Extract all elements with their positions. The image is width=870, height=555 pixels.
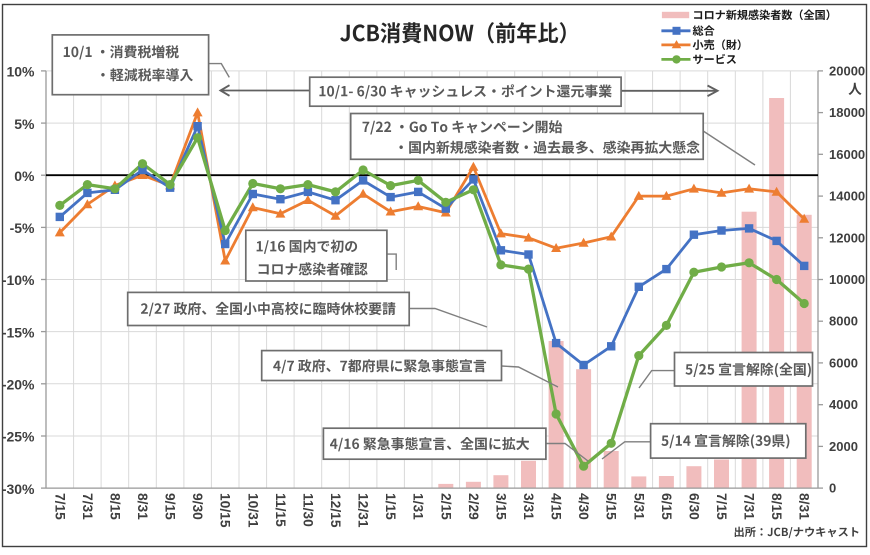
- svg-text:16000: 16000: [829, 147, 865, 162]
- svg-text:4000: 4000: [829, 397, 858, 412]
- svg-text:11/15: 11/15: [273, 493, 288, 527]
- svg-text:18000: 18000: [829, 105, 865, 120]
- svg-text:-5%: -5%: [10, 220, 35, 236]
- svg-text:7/31: 7/31: [742, 493, 757, 520]
- svg-text:8000: 8000: [829, 314, 858, 329]
- svg-text:5%: 5%: [14, 116, 35, 132]
- svg-text:7/31: 7/31: [80, 493, 95, 520]
- svg-text:9/15: 9/15: [163, 493, 178, 520]
- svg-text:6000: 6000: [829, 355, 858, 370]
- svg-text:8/15: 8/15: [107, 493, 122, 520]
- svg-text:8/31: 8/31: [135, 493, 150, 520]
- svg-text:2/29: 2/29: [466, 493, 481, 520]
- svg-text:10000: 10000: [829, 272, 865, 287]
- svg-text:1/15: 1/15: [383, 493, 398, 520]
- svg-text:-15%: -15%: [2, 324, 35, 340]
- svg-text:8/15: 8/15: [769, 493, 784, 520]
- svg-text:10%: 10%: [6, 64, 35, 80]
- svg-text:3/15: 3/15: [493, 493, 508, 520]
- svg-text:7/15: 7/15: [714, 493, 729, 520]
- svg-text:14000: 14000: [829, 189, 865, 204]
- svg-text:2000: 2000: [829, 439, 858, 454]
- svg-text:0: 0: [829, 481, 836, 496]
- svg-text:6/15: 6/15: [659, 493, 674, 520]
- svg-text:12/31: 12/31: [356, 493, 371, 528]
- svg-text:12000: 12000: [829, 230, 865, 245]
- svg-text:20000: 20000: [829, 63, 865, 78]
- svg-text:5/15: 5/15: [604, 493, 619, 520]
- svg-text:3/31: 3/31: [521, 493, 536, 520]
- svg-text:1/31: 1/31: [411, 493, 426, 520]
- svg-text:10/31: 10/31: [245, 493, 260, 528]
- svg-text:7/15: 7/15: [52, 493, 67, 520]
- svg-text:8/31: 8/31: [797, 493, 812, 520]
- svg-text:-20%: -20%: [2, 377, 35, 393]
- svg-text:5/31: 5/31: [631, 493, 646, 520]
- svg-text:0%: 0%: [14, 168, 35, 184]
- svg-text:9/30: 9/30: [190, 493, 205, 520]
- svg-text:-25%: -25%: [2, 429, 35, 445]
- svg-text:10/15: 10/15: [218, 493, 233, 528]
- svg-text:11/30: 11/30: [300, 493, 315, 527]
- svg-text:-10%: -10%: [2, 272, 35, 288]
- svg-text:4/30: 4/30: [576, 493, 591, 520]
- svg-text:2/15: 2/15: [438, 493, 453, 520]
- svg-text:-30%: -30%: [2, 481, 35, 497]
- svg-text:12/15: 12/15: [328, 493, 343, 528]
- svg-text:4/15: 4/15: [549, 493, 564, 520]
- svg-text:6/30: 6/30: [686, 493, 701, 520]
